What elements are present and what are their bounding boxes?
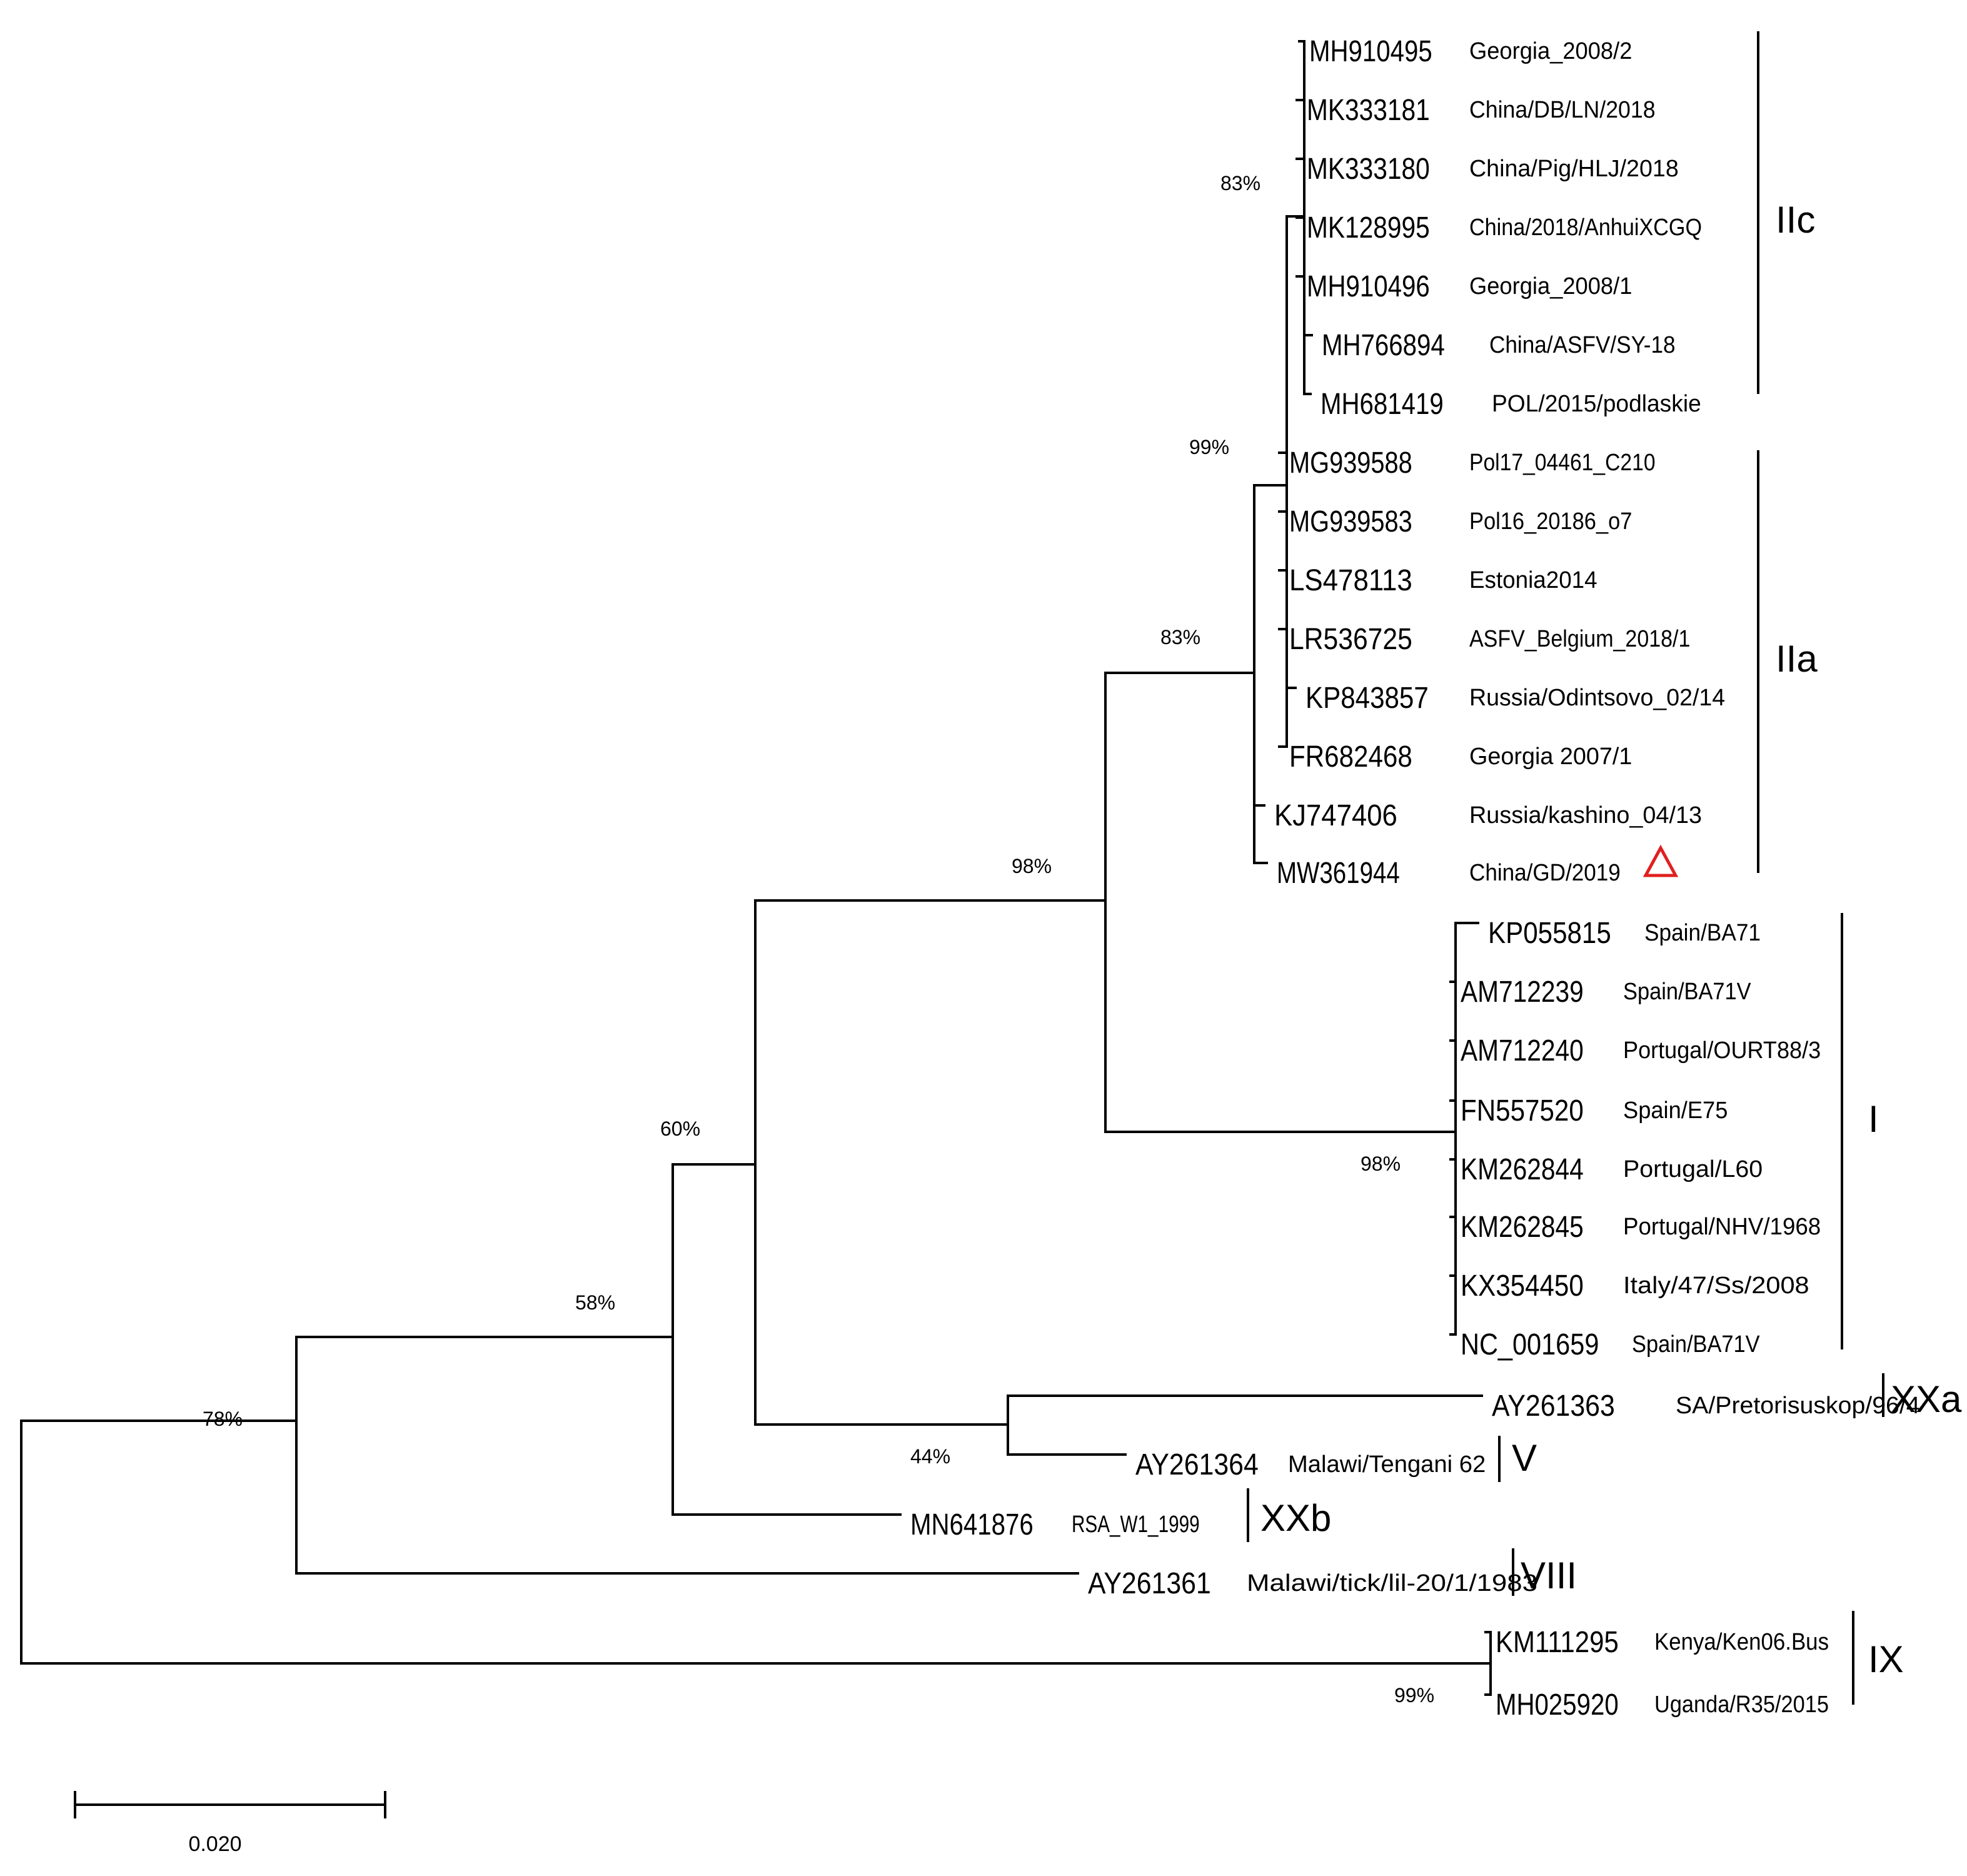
genotype-labels: IIc IIa I XXa V XXb VIII IX <box>1247 31 1962 1705</box>
bootstrap-value: 99% <box>1394 1684 1434 1707</box>
leaf-accession: LS478113 <box>1289 564 1412 597</box>
tree-branches <box>20 40 1492 1696</box>
leaf-accession: KJ747406 <box>1274 799 1397 832</box>
leaf-strain: RSA_W1_1999 <box>1072 1511 1200 1538</box>
leaf-accession: MH910495 <box>1309 35 1432 68</box>
leaf-strain: Spain/E75 <box>1623 1097 1728 1124</box>
leaf-strain: Georgia_2008/1 <box>1469 273 1632 300</box>
leaf-accession: KP055815 <box>1488 917 1611 950</box>
leaf-accession: NC_001659 <box>1461 1328 1599 1361</box>
leaf-accession: MK333181 <box>1307 94 1430 127</box>
leaf-labels: MH910495 Georgia_2008/2 MK333181 China/DB/L… <box>910 35 1920 1722</box>
leaf-strain: SA/Pretorisuskop/96/4 <box>1676 1393 1920 1419</box>
leaf-strain: Pol16_20186_o7 <box>1469 508 1632 535</box>
leaf-accession: MH025920 <box>1496 1688 1619 1722</box>
leaf-accession: AM712240 <box>1461 1034 1584 1067</box>
leaf-strain: China/ASFV/SY-18 <box>1489 332 1676 358</box>
leaf-strain: Italy/47/Ss/2008 <box>1623 1273 1809 1299</box>
leaf-accession: LR536725 <box>1289 623 1412 656</box>
genotype-label: XXa <box>1891 1378 1962 1420</box>
leaf-strain: Spain/BA71V <box>1623 979 1751 1005</box>
bootstrap-value: 60% <box>660 1117 700 1140</box>
leaf-accession: AM712239 <box>1461 976 1584 1009</box>
leaf-accession: MH766894 <box>1322 329 1445 362</box>
leaf-accession: MN641876 <box>910 1508 1034 1541</box>
leaf-accession: MW361944 <box>1277 857 1400 890</box>
leaf-accession: MH681419 <box>1321 388 1444 421</box>
leaf-strain: Estonia2014 <box>1469 567 1597 593</box>
leaf-strain: ASFV_Belgium_2018/1 <box>1469 626 1690 652</box>
leaf-strain: Spain/BA71V <box>1632 1331 1760 1358</box>
leaf-strain: Georgia 2007/1 <box>1469 744 1632 770</box>
bootstrap-value: 44% <box>910 1445 950 1468</box>
leaf-strain: Uganda/R35/2015 <box>1654 1692 1829 1718</box>
genotype-label: V <box>1512 1437 1537 1479</box>
highlight-triangle-icon <box>1643 844 1679 877</box>
genotype-label: VIII <box>1521 1555 1577 1596</box>
bootstrap-value: 83% <box>1160 626 1200 648</box>
leaf-strain: Russia/kashino_04/13 <box>1469 802 1702 829</box>
leaf-strain: Portugal/OURT88/3 <box>1623 1037 1821 1064</box>
bootstrap-value: 98% <box>1361 1152 1401 1175</box>
leaf-accession: KP843857 <box>1305 682 1429 715</box>
genotype-label: IIa <box>1776 638 1818 680</box>
leaf-accession: MG939588 <box>1289 446 1412 480</box>
scale-bar-label: 0.020 <box>188 1832 241 1856</box>
leaf-accession: FN557520 <box>1461 1094 1584 1127</box>
bootstrap-value: 58% <box>575 1291 615 1314</box>
leaf-strain: Portugal/L60 <box>1623 1156 1763 1183</box>
bootstrap-value: 98% <box>1012 855 1052 877</box>
bootstrap-labels: 83% 99% 83% 98% 98% 60% 44% 58% 78% 99% <box>203 172 1434 1707</box>
leaf-accession: KM262845 <box>1461 1211 1584 1244</box>
leaf-strain: Georgia_2008/2 <box>1469 38 1632 64</box>
leaf-accession: FR682468 <box>1289 740 1412 774</box>
genotype-label: I <box>1868 1098 1879 1140</box>
genotype-label: IX <box>1868 1638 1904 1680</box>
leaf-strain: Spain/BA71 <box>1644 920 1761 946</box>
bootstrap-value: 83% <box>1220 172 1260 194</box>
leaf-accession: KM111295 <box>1496 1626 1619 1659</box>
bootstrap-value: 99% <box>1189 436 1229 458</box>
leaf-strain: Kenya/Ken06.Bus <box>1654 1629 1829 1655</box>
scale-bar: 0.020 <box>74 1791 386 1856</box>
genotype-label: IIc <box>1776 199 1815 241</box>
bootstrap-value: 78% <box>203 1408 243 1430</box>
leaf-strain: Pol17_04461_C210 <box>1469 450 1656 476</box>
leaf-strain: China/2018/AnhuiXCGQ <box>1469 214 1702 241</box>
leaf-accession: AY261363 <box>1492 1389 1615 1423</box>
leaf-strain: China/DB/LN/2018 <box>1469 97 1656 123</box>
leaf-strain: Russia/Odintsovo_02/14 <box>1469 685 1725 711</box>
leaf-strain: Malawi/Tengani 62 <box>1288 1451 1486 1478</box>
leaf-accession: MG939583 <box>1289 505 1412 538</box>
leaf-accession: MH910496 <box>1307 270 1430 303</box>
leaf-accession: MK333180 <box>1307 153 1430 186</box>
leaf-strain: China/GD/2019 <box>1469 860 1621 886</box>
leaf-accession: MK128995 <box>1307 211 1430 245</box>
leaf-strain: Portugal/NHV/1968 <box>1623 1214 1821 1240</box>
leaf-accession: AY261364 <box>1135 1448 1259 1481</box>
leaf-accession: KX354450 <box>1461 1269 1584 1303</box>
leaf-accession: AY261361 <box>1088 1567 1211 1600</box>
leaf-strain: Malawi/tick/lil-20/1/1983 <box>1247 1570 1537 1596</box>
leaf-accession: KM262844 <box>1461 1153 1584 1186</box>
genotype-label: XXb <box>1260 1497 1331 1539</box>
leaf-strain: China/Pig/HLJ/2018 <box>1469 156 1679 182</box>
leaf-strain: POL/2015/podlaskie <box>1492 391 1701 417</box>
